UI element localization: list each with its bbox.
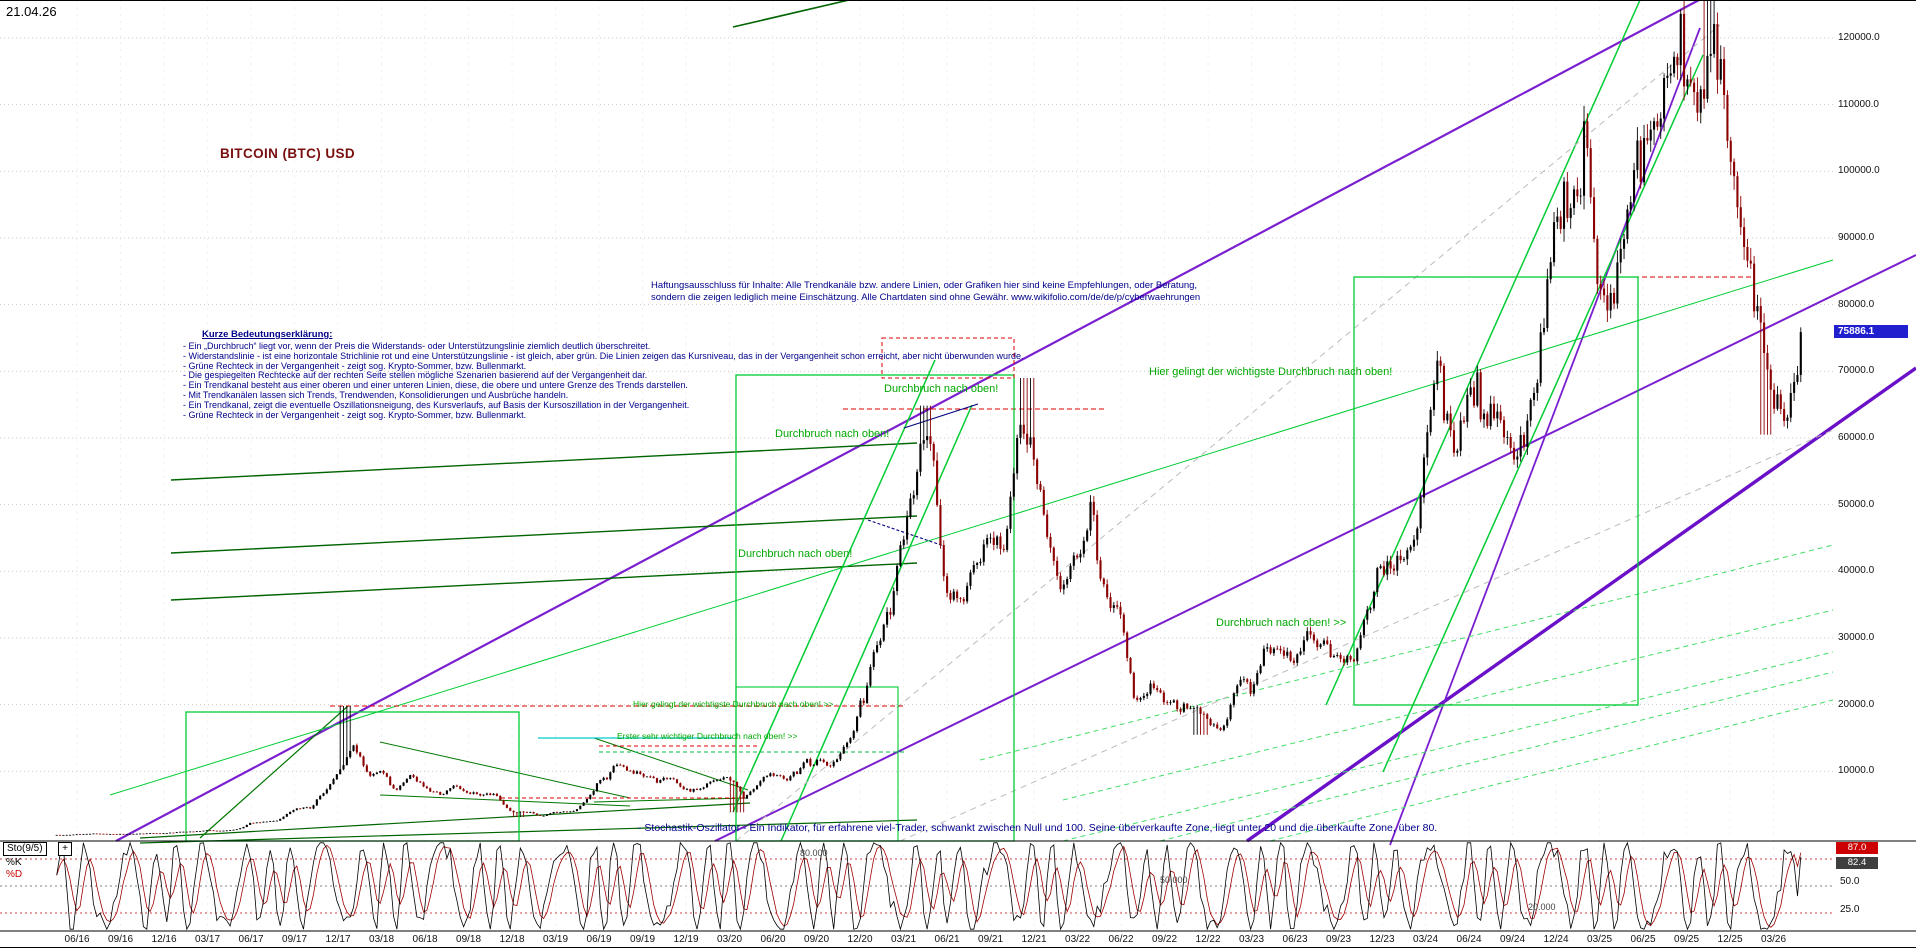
price-tick-label: 70000.0	[1838, 365, 1875, 377]
x-axis-label: 03/19	[543, 934, 569, 945]
price-tick-label: 100000.0	[1838, 165, 1880, 177]
stochastic-k-line	[56, 841, 1802, 931]
current-price-badge: 75886.1	[1834, 325, 1908, 338]
price-tick-label: 90000.0	[1838, 232, 1875, 243]
d-series-label: %D	[6, 869, 23, 880]
x-axis-label: 12/17	[325, 934, 351, 945]
disclaimer-text: Haftungsausschluss für Inhalte: Alle Tre…	[651, 280, 1200, 303]
x-axis-label: 12/20	[847, 934, 873, 945]
x-axis-label: 03/25	[1587, 934, 1613, 945]
x-axis-label: 09/20	[804, 934, 830, 945]
x-axis-label: 09/25	[1674, 934, 1700, 945]
annotation-text: Durchbruch nach oben!	[775, 428, 890, 440]
x-axis-label: 03/18	[369, 934, 395, 945]
disclaimer-line-2: sondern die zeigen lediglich meine Einsc…	[651, 291, 1201, 303]
x-axis-label: 06/24	[1456, 934, 1482, 945]
price-tick-label: 120000.0	[1838, 32, 1880, 43]
oscillator-tick-25: 25.0	[1840, 904, 1860, 915]
x-axis-label: 03/23	[1239, 934, 1265, 945]
annotation-text: Durchbruch nach oben!	[738, 548, 853, 560]
legend-line: - Ein „Durchbruch“ liegt vor, wenn der P…	[183, 341, 651, 351]
x-axis-label: 12/21	[1021, 934, 1047, 945]
chart-title: BITCOIN (BTC) USD	[220, 146, 356, 161]
x-axis-label: 09/19	[630, 934, 656, 945]
trend-overlays	[109, 0, 1916, 846]
price-tick-label: 30000.0	[1838, 632, 1875, 643]
x-axis-label: 06/19	[586, 934, 612, 945]
disclaimer-line-1: Haftungsausschluss für Inhalte: Alle Tre…	[651, 280, 1198, 291]
x-axis-label: 06/22	[1108, 934, 1134, 945]
k-series-label: %K	[6, 857, 22, 868]
oscillator-series	[0, 841, 1833, 931]
gridlines	[0, 0, 1833, 931]
legend-line: - Widerstandslinie - ist eine horizontal…	[183, 350, 1024, 361]
annotation-text: Hier gelingt der wichtigste Durchbruch n…	[1149, 366, 1393, 378]
x-axis-label: 06/16	[64, 934, 90, 945]
stochastic-settings-button[interactable]: Sto(9/5)	[3, 842, 47, 856]
oscillator-level-label: 50.000	[1160, 875, 1188, 885]
x-axis-label: 09/16	[108, 934, 134, 945]
candlestick-series	[55, 1, 1802, 836]
annotation-text: Durchbruch nach oben! >>	[1216, 617, 1347, 629]
stochastic-d-line	[56, 844, 1802, 928]
x-axis-label: 03/24	[1413, 934, 1439, 945]
x-axis-label: 03/26	[1761, 934, 1787, 945]
x-axis-label: 09/22	[1152, 934, 1178, 945]
price-tick-label: 20000.0	[1838, 698, 1875, 710]
add-indicator-button[interactable]: +	[58, 842, 72, 856]
x-axis-label: 09/18	[456, 934, 482, 945]
price-tick-label: 10000.0	[1838, 765, 1875, 777]
d-value-badge: 87.0	[1836, 842, 1878, 854]
price-tick-label: 110000.0	[1838, 98, 1879, 110]
legend-heading: Kurze Bedeutungserklärung:	[202, 329, 333, 340]
oscillator-level-label: 20.000	[1528, 902, 1556, 912]
legend-line: - Mit Trendkanälen lassen sich Trends, T…	[183, 389, 569, 400]
x-axis-label: 06/21	[934, 934, 960, 945]
price-tick-label: 80000.0	[1838, 298, 1875, 310]
price-tick-label: 60000.0	[1838, 432, 1875, 443]
x-axis-label: 09/24	[1500, 934, 1526, 945]
x-axis-label: 03/22	[1065, 934, 1091, 945]
k-value-badge: 82.4	[1836, 857, 1878, 869]
legend-line: - Grüne Rechteck in der Vergangenheit - …	[183, 409, 527, 420]
x-axis-label: 12/16	[151, 934, 177, 945]
annotation-text: Hier gelingt der wichtigste Durchbruch n…	[633, 699, 834, 709]
x-axis-label: 06/25	[1630, 934, 1656, 945]
x-axis-label: 12/22	[1195, 934, 1221, 945]
legend-block: - Ein „Durchbruch“ liegt vor, wenn der P…	[183, 341, 1024, 420]
x-axis-label: 12/25	[1717, 934, 1743, 945]
x-axis-label: 12/18	[499, 934, 525, 945]
x-axis-label: 12/24	[1543, 934, 1569, 945]
legend-line: - Grüne Rechteck in der Vergangenheit - …	[183, 360, 527, 371]
x-axis-label: 09/17	[282, 934, 308, 945]
price-tick-label: 40000.0	[1838, 565, 1875, 577]
x-axis-label: 09/23	[1326, 934, 1352, 945]
x-axis-label: 09/21	[978, 934, 1004, 945]
legend-line: - Die gespiegelten Rechtecke auf der rec…	[183, 370, 648, 381]
price-tick-label: 50000.0	[1838, 498, 1875, 510]
annotation-text: Durchbruch nach oben!	[884, 383, 999, 395]
x-axis-label: 06/20	[760, 934, 786, 945]
x-axis-label: 06/17	[238, 934, 264, 945]
oscillator-level-label: 80.000	[800, 848, 828, 858]
oscillator-tick-50: 50.0	[1840, 876, 1860, 887]
legend-line: - Ein Trendkanal besteht aus einer obere…	[183, 380, 688, 391]
legend-line: - Ein Trendkanal, zeigt die eventuelle O…	[183, 399, 690, 410]
x-axis-label: 03/17	[195, 934, 221, 945]
annotation-text: Erster sehr wichtiger Durchbruch nach ob…	[617, 731, 798, 741]
x-axis-label: 06/23	[1282, 934, 1308, 945]
x-axis-label: 12/23	[1369, 934, 1395, 945]
x-axis-label: 06/18	[412, 934, 438, 945]
x-axis-label: 12/19	[673, 934, 699, 945]
x-axis-label: 03/21	[891, 934, 917, 945]
x-axis-label: 03/20	[717, 934, 743, 945]
chart-date: 21.04.26	[6, 4, 57, 19]
oscillator-description: - Stochastik-Oszillator - Ein Indikator,…	[638, 822, 1438, 834]
